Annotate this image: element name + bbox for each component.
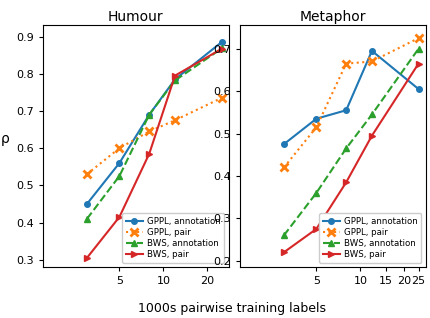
- Title: Metaphor: Metaphor: [300, 10, 366, 24]
- Text: 1000s pairwise training labels: 1000s pairwise training labels: [138, 302, 326, 315]
- Legend: GPPL, annotation, GPPL, pair, BWS, annotation, BWS, pair: GPPL, annotation, GPPL, pair, BWS, annot…: [122, 213, 224, 263]
- Y-axis label: ρ: ρ: [1, 132, 9, 146]
- Title: Humour: Humour: [108, 10, 164, 24]
- Legend: GPPL, annotation, GPPL, pair, BWS, annotation, BWS, pair: GPPL, annotation, GPPL, pair, BWS, annot…: [319, 213, 421, 263]
